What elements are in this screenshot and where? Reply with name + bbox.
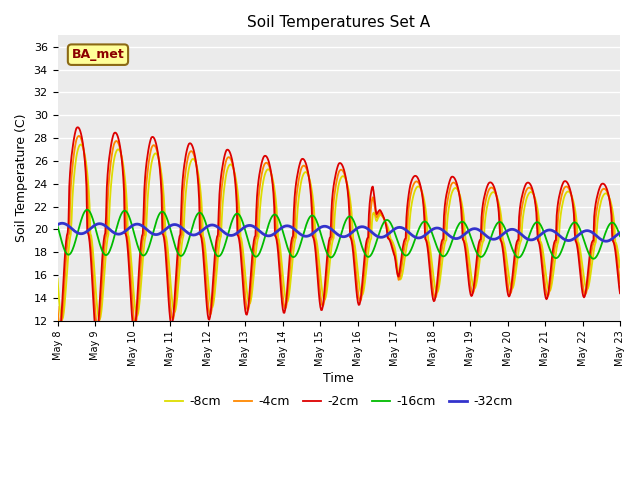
-4cm <box>210 281 218 287</box>
Title: Soil Temperatures Set A: Soil Temperatures Set A <box>247 15 430 30</box>
-4cm <box>124 234 131 240</box>
-8cm <box>54 276 61 282</box>
-8cm <box>210 297 218 303</box>
-2cm <box>93 332 100 337</box>
-32cm <box>65 223 72 229</box>
-4cm <box>54 304 61 310</box>
-8cm <box>58 317 66 323</box>
-8cm <box>65 250 72 255</box>
X-axis label: Time: Time <box>323 372 354 385</box>
Y-axis label: Soil Temperature (C): Soil Temperature (C) <box>15 114 28 242</box>
-2cm <box>409 175 417 181</box>
-32cm <box>209 222 217 228</box>
-32cm <box>424 229 432 235</box>
-2cm <box>425 259 433 265</box>
-32cm <box>58 220 66 226</box>
Line: -2cm: -2cm <box>58 127 620 335</box>
-16cm <box>209 246 217 252</box>
-16cm <box>122 209 130 215</box>
-2cm <box>124 240 131 246</box>
-32cm <box>122 228 130 233</box>
-16cm <box>83 207 91 213</box>
-8cm <box>180 215 188 221</box>
-2cm <box>616 290 624 296</box>
-16cm <box>616 233 624 239</box>
-32cm <box>602 239 610 244</box>
-4cm <box>180 180 188 186</box>
-16cm <box>64 252 72 257</box>
-2cm <box>74 124 82 130</box>
-4cm <box>616 280 624 286</box>
-8cm <box>425 240 433 246</box>
-32cm <box>180 227 188 232</box>
-4cm <box>64 237 72 243</box>
Text: BA_met: BA_met <box>72 48 124 61</box>
-32cm <box>408 232 416 238</box>
Line: -8cm: -8cm <box>58 144 620 320</box>
-4cm <box>93 325 101 331</box>
Legend: -8cm, -4cm, -2cm, -16cm, -32cm: -8cm, -4cm, -2cm, -16cm, -32cm <box>159 390 518 413</box>
-4cm <box>425 250 433 255</box>
Line: -4cm: -4cm <box>58 136 620 328</box>
-16cm <box>424 222 432 228</box>
Line: -16cm: -16cm <box>58 210 620 259</box>
-2cm <box>64 229 72 235</box>
-16cm <box>180 251 188 257</box>
-4cm <box>75 133 83 139</box>
-16cm <box>589 256 597 262</box>
-2cm <box>180 162 188 168</box>
-8cm <box>409 196 417 202</box>
-16cm <box>54 223 61 229</box>
-2cm <box>54 323 61 329</box>
-32cm <box>616 230 624 236</box>
Line: -32cm: -32cm <box>58 223 620 241</box>
-8cm <box>77 142 85 147</box>
-8cm <box>124 206 131 212</box>
-8cm <box>616 264 624 270</box>
-32cm <box>54 222 61 228</box>
-16cm <box>408 245 416 251</box>
-2cm <box>210 264 218 270</box>
-4cm <box>409 184 417 190</box>
